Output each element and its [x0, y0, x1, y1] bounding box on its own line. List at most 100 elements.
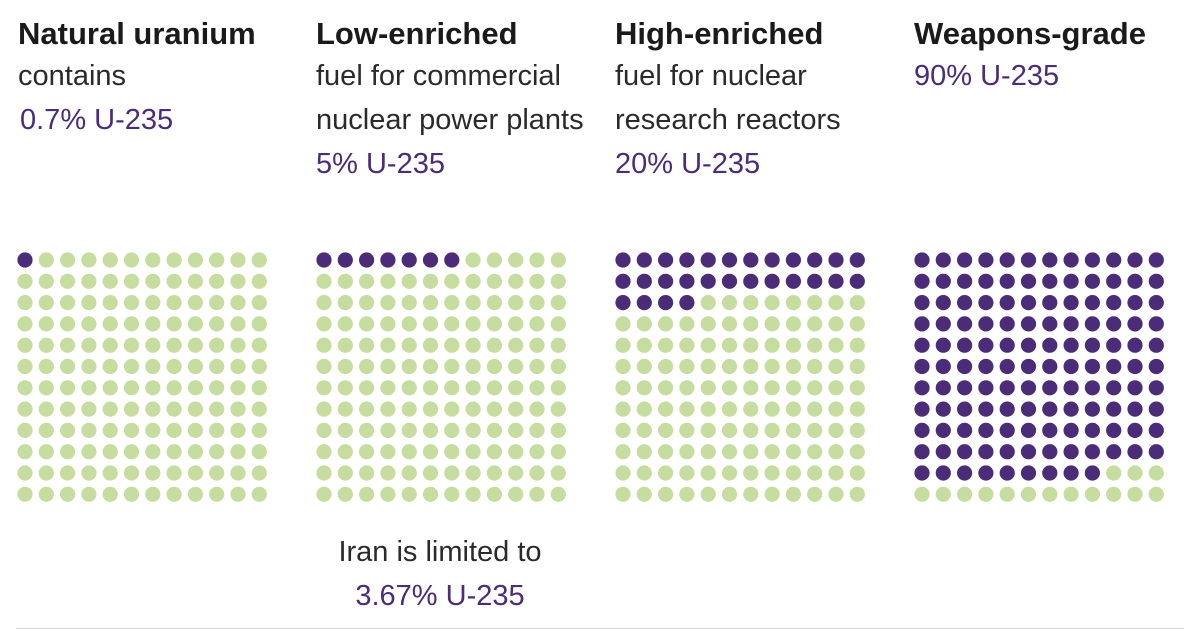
waffle-dot-other [230, 380, 246, 396]
waffle-dot-other [359, 401, 375, 417]
waffle-dot-u235 [1020, 358, 1037, 375]
waffle-dot-u235 [1127, 337, 1143, 353]
waffle-dot-u235 [999, 422, 1015, 438]
waffle-dot-other [337, 380, 353, 396]
waffle-dot-other [465, 295, 481, 311]
waffle-dot-other [337, 316, 353, 332]
waffle-dot-other [17, 295, 33, 311]
waffle-dot-u235 [978, 465, 994, 481]
waffle-dot-other [17, 444, 33, 460]
waffle-dot-other [38, 401, 54, 417]
waffle-dot-other [636, 380, 652, 396]
waffle-dot-other [123, 380, 140, 396]
waffle-dot-other [422, 295, 439, 311]
waffle-dot-other [230, 422, 246, 438]
waffle-low-enriched [316, 252, 566, 502]
waffle-dot-other [145, 358, 161, 375]
column-weapons-grade: Weapons-grade 90% U-235 [914, 14, 1200, 98]
waffle-dot-other [807, 295, 823, 311]
waffle-dot-other [1106, 486, 1122, 502]
waffle-dot-other [807, 358, 823, 375]
waffle-dot-other [486, 316, 502, 332]
column-percent: 20% U-235 [615, 148, 761, 180]
waffle-dot-u235 [658, 273, 674, 289]
waffle-dot-other [658, 358, 674, 375]
waffle-dot-other [166, 444, 182, 460]
waffle-dot-other [209, 295, 225, 311]
waffle-dot-u235 [679, 295, 695, 311]
waffle-weapons-grade [914, 252, 1164, 502]
waffle-dot-other [60, 273, 76, 289]
waffle-dot-other [700, 422, 716, 438]
waffle-dot-other [764, 337, 780, 353]
waffle-dot-u235 [935, 465, 951, 481]
waffle-dot-u235 [999, 273, 1015, 289]
waffle-dot-u235 [999, 358, 1015, 375]
waffle-dot-u235 [764, 252, 780, 268]
waffle-dot-other [230, 401, 246, 417]
waffle-dot-other [251, 422, 267, 438]
waffle-dot-u235 [743, 273, 759, 289]
waffle-dot-other [380, 486, 396, 502]
waffle-dot-u235 [807, 252, 823, 268]
waffle-dot-other [102, 465, 118, 481]
waffle-dot-other [380, 273, 396, 289]
waffle-dot-other [764, 401, 780, 417]
waffle-dot-other [1127, 465, 1143, 481]
waffle-dot-other [123, 465, 140, 481]
waffle-dot-other [81, 252, 97, 268]
waffle-dot-other [743, 422, 759, 438]
waffle-dot-other [337, 358, 353, 375]
waffle-dot-other [251, 252, 267, 268]
waffle-dot-u235 [1148, 295, 1164, 311]
waffle-dot-other [38, 252, 54, 268]
waffle-dot-other [444, 295, 460, 311]
waffle-dot-other [828, 358, 844, 375]
waffle-dot-other [17, 401, 33, 417]
waffle-dot-other [508, 358, 524, 375]
waffle-dot-other [251, 273, 267, 289]
waffle-dot-other [316, 401, 332, 417]
waffle-dot-other [764, 465, 780, 481]
waffle-dot-other [679, 380, 695, 396]
waffle-dot-u235 [935, 422, 951, 438]
waffle-dot-other [145, 273, 161, 289]
waffle-dot-u235 [935, 295, 951, 311]
waffle-dot-other [465, 380, 481, 396]
waffle-dot-other [1148, 465, 1164, 481]
waffle-dot-other [230, 465, 246, 481]
waffle-dot-other [380, 380, 396, 396]
waffle-dot-other [529, 465, 545, 481]
waffle-dot-u235 [999, 401, 1015, 417]
waffle-dot-other [700, 465, 716, 481]
waffle-dot-u235 [957, 316, 973, 332]
waffle-dot-other [636, 444, 652, 460]
waffle-dot-other [145, 316, 161, 332]
waffle-dot-other [1042, 486, 1058, 502]
waffle-dot-other [401, 358, 417, 375]
waffle-dot-u235 [380, 252, 396, 268]
waffle-dot-other [187, 295, 203, 311]
waffle-dot-u235 [978, 444, 994, 460]
waffle-dot-u235 [1148, 444, 1164, 460]
waffle-dot-other [316, 486, 332, 502]
waffle-dot-other [316, 358, 332, 375]
waffle-dot-u235 [700, 273, 716, 289]
column-title: Natural uranium [18, 16, 256, 51]
waffle-dot-other [316, 273, 332, 289]
waffle-dot-u235 [914, 444, 930, 460]
waffle-dot-other [316, 380, 332, 396]
waffle-dot-other [529, 337, 545, 353]
waffle-dot-other [102, 422, 118, 438]
waffle-dot-other [636, 358, 652, 375]
waffle-dot-other [743, 358, 759, 375]
waffle-dot-other [209, 401, 225, 417]
waffle-dot-other [17, 486, 33, 502]
waffle-dot-other [849, 337, 865, 353]
waffle-dot-other [679, 401, 695, 417]
waffle-dot-other [529, 401, 545, 417]
waffle-dot-u235 [1020, 316, 1037, 332]
waffle-dot-other [615, 401, 631, 417]
waffle-dot-other [700, 358, 716, 375]
waffle-dot-u235 [935, 358, 951, 375]
